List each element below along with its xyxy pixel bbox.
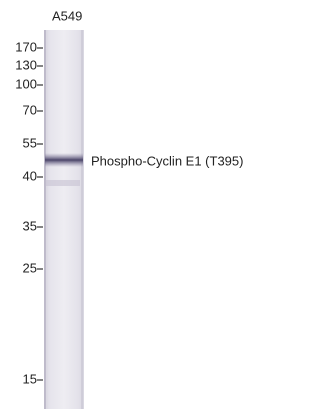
marker-label: 55 [23, 135, 37, 150]
marker-label: 40 [23, 168, 37, 183]
background [0, 0, 248, 409]
marker-label: 25 [23, 260, 37, 275]
protein-band [45, 153, 83, 167]
marker-label: 130 [15, 57, 37, 72]
marker-label: 35 [23, 218, 37, 233]
lane [44, 30, 84, 409]
marker-label: 70 [23, 102, 37, 117]
sample-label: A549 [52, 8, 82, 23]
marker-label: 170 [15, 39, 37, 54]
marker-label: 100 [15, 76, 37, 91]
western-blot: A549 170 130 100 70 55 40 35 25 15 Phosp… [0, 0, 248, 409]
faint-band [46, 180, 80, 186]
marker-label: 15 [23, 371, 37, 386]
band-label: Phospho-Cyclin E1 (T395) [91, 153, 243, 168]
